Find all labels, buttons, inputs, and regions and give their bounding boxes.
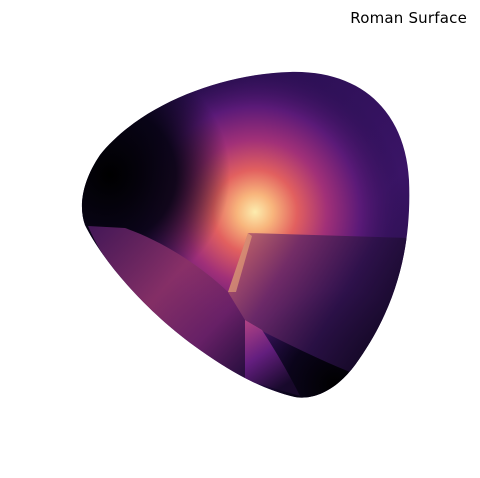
plot-title: Roman Surface — [350, 9, 467, 27]
